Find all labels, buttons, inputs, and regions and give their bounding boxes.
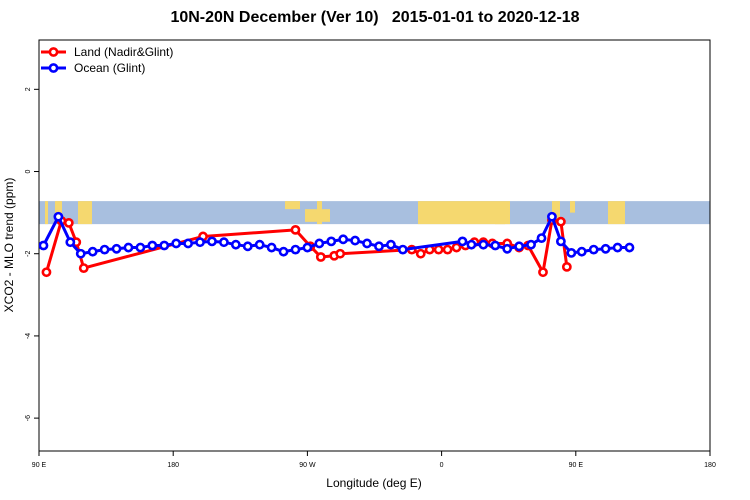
data-point — [350, 235, 361, 246]
y-tick-label: -6 — [25, 415, 32, 421]
data-point — [290, 224, 301, 235]
data-point — [75, 248, 86, 259]
data-point — [147, 240, 158, 251]
series-layer — [39, 211, 635, 278]
data-point — [39, 240, 49, 251]
x-tick-label: 90 E — [569, 462, 584, 469]
y-tick-label: 0 — [25, 169, 32, 173]
data-point — [490, 240, 501, 251]
land-patch-7 — [495, 208, 505, 225]
chart-title: 10N-20N December (Ver 10) 2015-01-01 to … — [170, 9, 580, 26]
data-point — [195, 237, 205, 248]
x-tick-label: 180 — [167, 462, 179, 469]
data-point — [111, 243, 122, 254]
legend-marker — [48, 63, 59, 73]
data-point — [65, 237, 76, 248]
legend-marker — [48, 47, 59, 57]
data-point — [207, 236, 217, 247]
data-point — [612, 242, 623, 253]
data-point — [99, 244, 110, 255]
data-point — [502, 243, 513, 254]
data-point — [600, 243, 611, 254]
x-axis-title: Longitude (deg E) — [326, 476, 421, 490]
x-tick-label: 90 W — [299, 462, 316, 469]
data-point — [266, 242, 277, 253]
land-patch-10 — [608, 201, 625, 225]
data-point — [290, 244, 301, 255]
legend-label: Land (Nadir&Glint) — [74, 45, 173, 59]
y-axis-title: XCO2 - MLO trend (ppm) — [2, 178, 16, 313]
data-point — [588, 244, 599, 255]
data-point — [159, 240, 170, 251]
legend: Land (Nadir&Glint) Ocean (Glint) — [41, 45, 173, 75]
data-point — [230, 239, 241, 250]
data-point — [362, 238, 372, 249]
data-point — [254, 239, 265, 250]
data-point — [442, 244, 453, 255]
data-point — [87, 246, 98, 257]
land-patch-9 — [570, 201, 575, 213]
data-point — [374, 241, 384, 252]
data-point — [566, 247, 577, 258]
land-patch-6 — [418, 201, 510, 225]
data-point — [478, 239, 489, 250]
data-point — [415, 248, 426, 259]
data-point — [302, 242, 313, 253]
data-point — [315, 252, 326, 262]
data-point — [397, 244, 408, 255]
y-tick-label: -2 — [25, 251, 32, 257]
land-patch-5 — [317, 201, 322, 225]
data-point — [466, 239, 477, 250]
data-point — [547, 211, 557, 222]
data-point — [171, 238, 182, 249]
x-tick-label: 0 — [440, 462, 444, 469]
data-point — [314, 238, 325, 249]
data-point — [433, 244, 444, 255]
data-point — [538, 267, 548, 278]
data-point — [63, 217, 74, 228]
data-point — [536, 233, 547, 244]
data-point — [338, 234, 349, 245]
data-point — [335, 248, 346, 259]
data-point — [457, 236, 468, 247]
data-point — [561, 261, 572, 272]
legend-label: Ocean (Glint) — [74, 61, 145, 75]
data-point — [514, 241, 525, 252]
x-tick-label: 180 — [704, 462, 716, 469]
x-tick-label: 90 E — [32, 462, 47, 469]
data-point — [526, 239, 536, 250]
data-point — [555, 216, 566, 227]
data-point — [624, 242, 635, 253]
data-point — [218, 237, 229, 248]
axes: 90 E 180 90 W 0 90 E 180 2 0 -2 -4 -6 — [25, 87, 716, 469]
y-tick-label: 2 — [25, 87, 32, 91]
land-patch-2 — [78, 201, 92, 225]
land-patch-8 — [552, 201, 560, 225]
data-point — [555, 236, 566, 247]
world-map-band — [39, 201, 710, 225]
data-point — [41, 267, 52, 278]
data-point — [135, 242, 146, 253]
data-point — [576, 246, 587, 257]
land-patch-3 — [285, 201, 300, 210]
data-point — [78, 263, 89, 274]
data-point — [386, 239, 396, 250]
y-tick-label: -4 — [25, 333, 32, 339]
land-patch-0 — [45, 201, 48, 225]
data-point — [53, 211, 64, 222]
land-patch-1 — [55, 201, 62, 215]
data-point — [278, 246, 289, 257]
data-point — [326, 236, 337, 247]
data-point — [242, 241, 253, 252]
data-point — [123, 242, 134, 253]
data-point — [183, 238, 194, 249]
data-point — [451, 242, 462, 253]
ocean-band — [39, 201, 710, 225]
